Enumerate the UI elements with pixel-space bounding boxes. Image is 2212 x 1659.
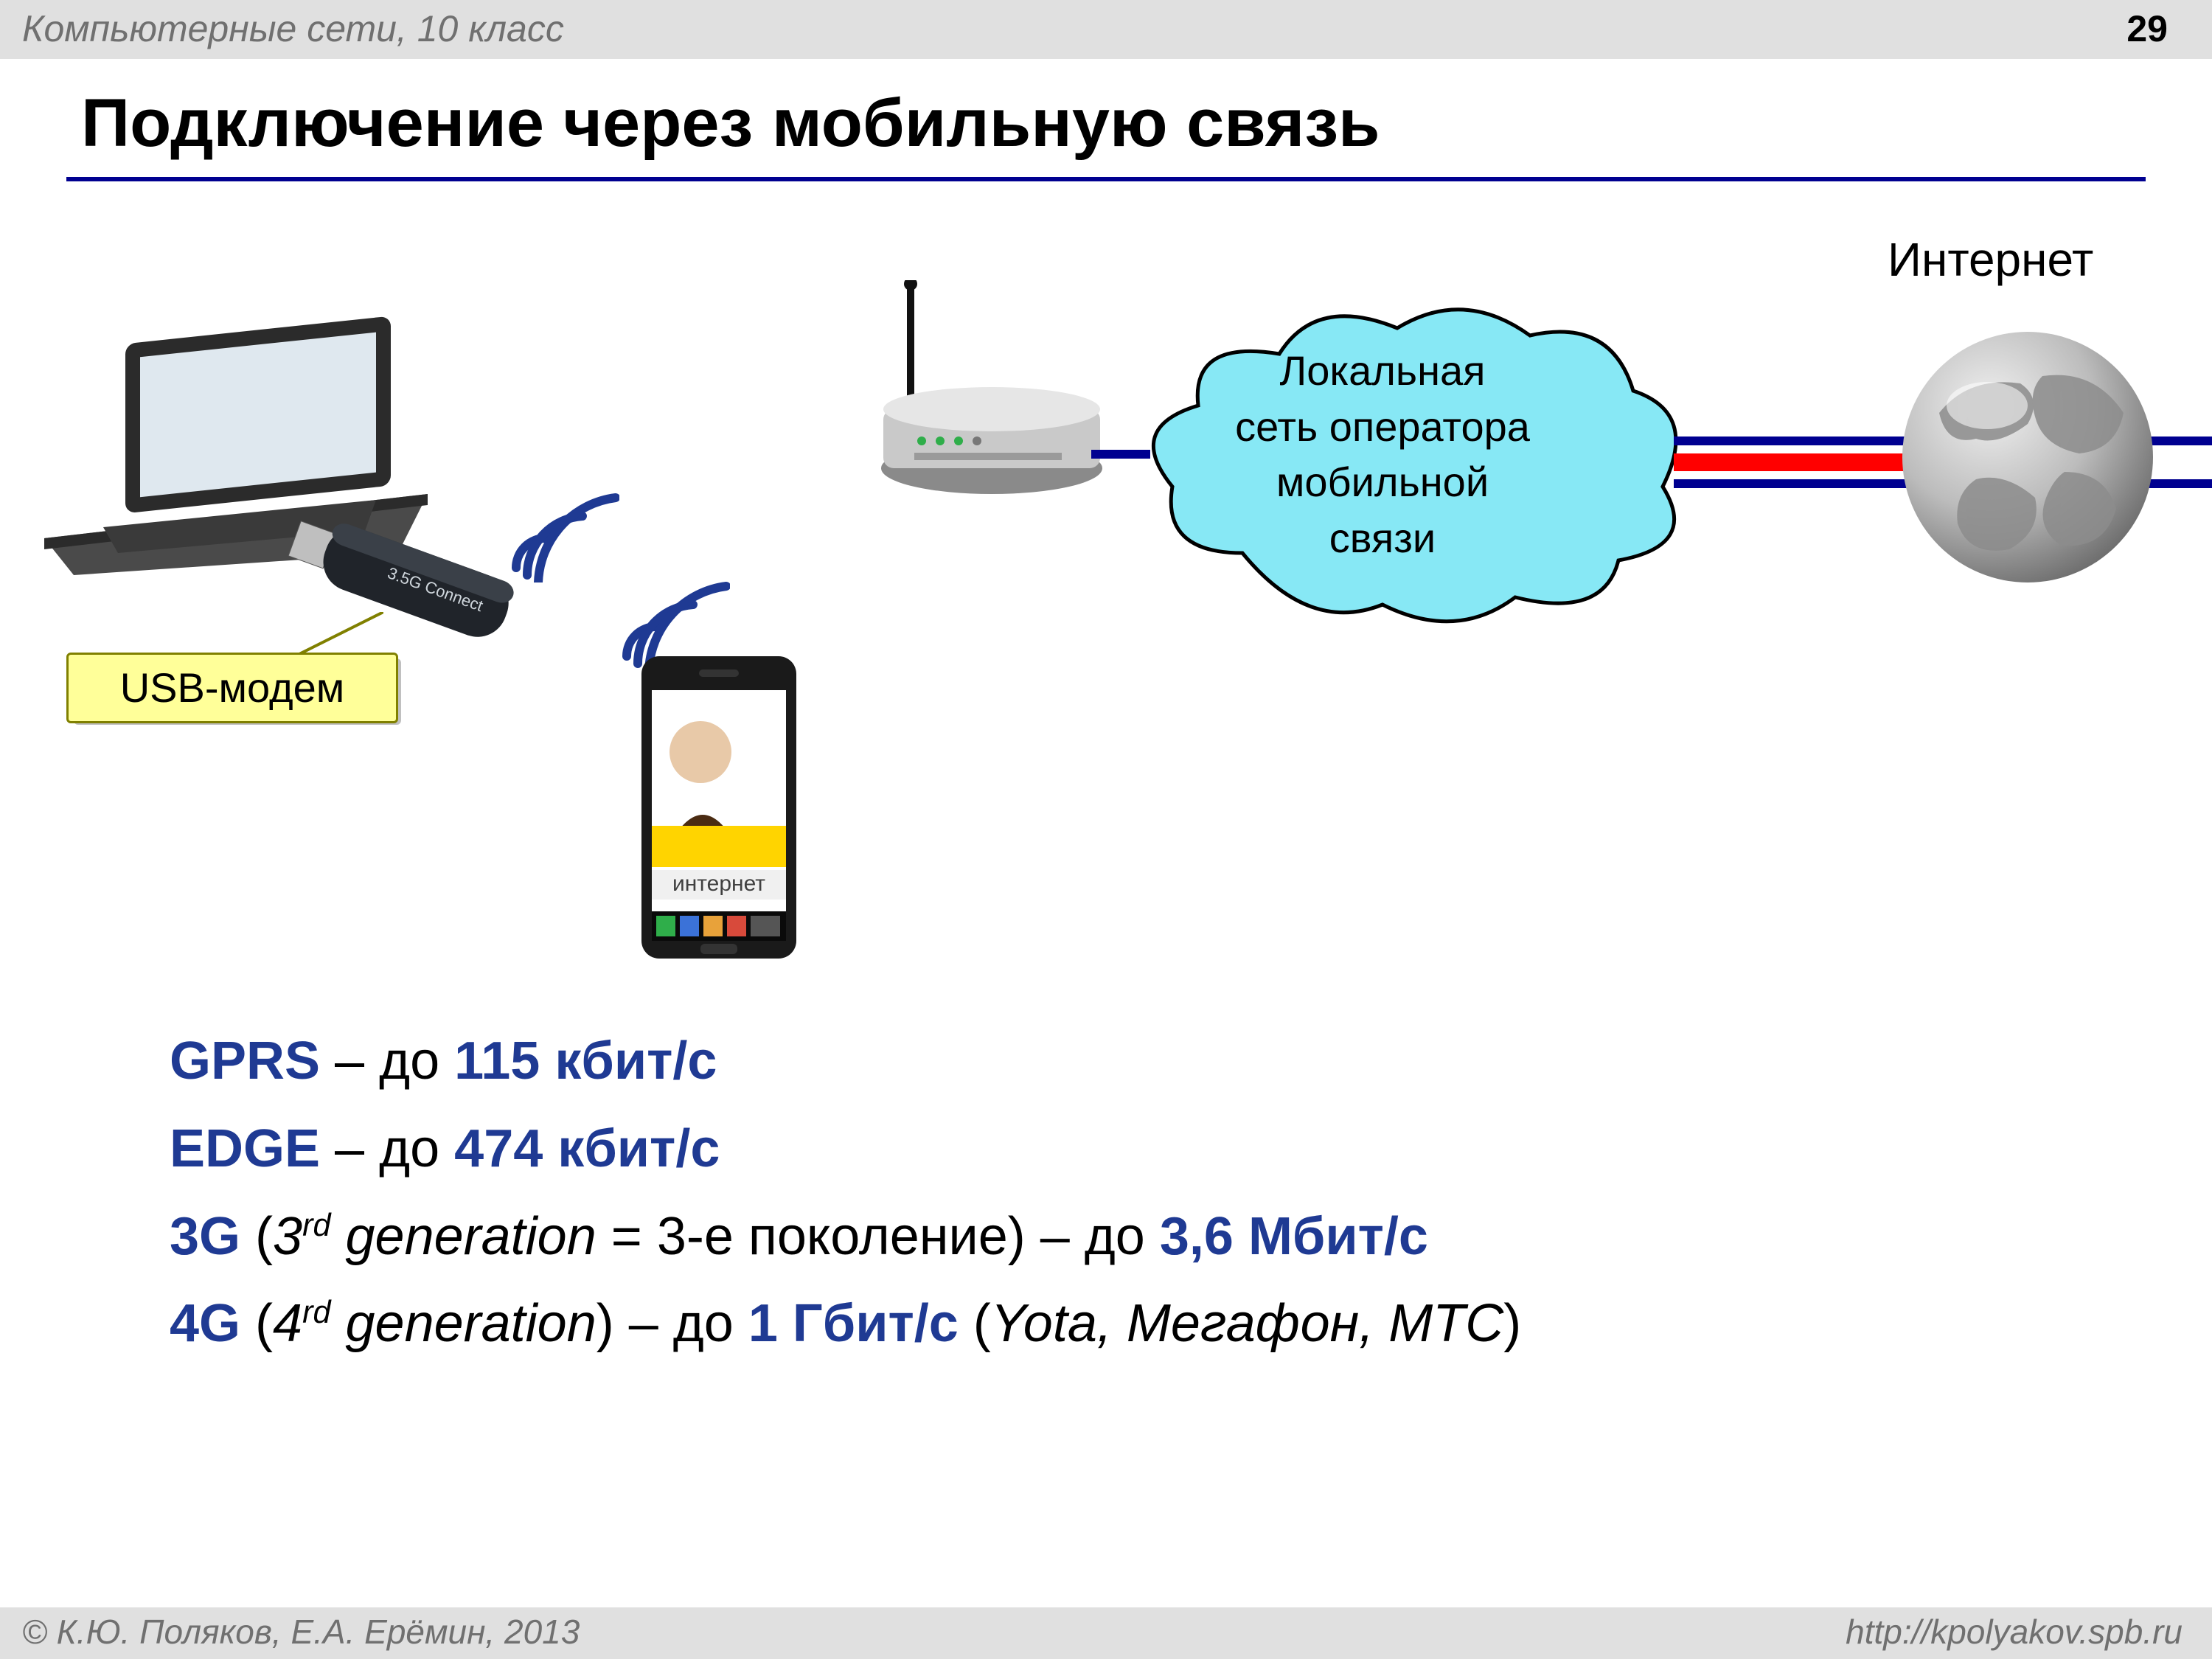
wireless-waves-icon [501,465,619,586]
slide-title: Подключение через мобильную связь [81,85,1380,162]
list-item: GPRS – до 115 кбит/с [170,1018,1521,1105]
usb-callout-pointer [295,612,383,656]
title-underline [66,177,2146,181]
slide-footer: © К.Ю. Поляков, Е.А. Ерёмин, 2013 http:/… [0,1607,2212,1659]
list-item: 4G (4rd generation) – до 1 Гбит/с (Yota,… [170,1280,1521,1368]
cloud-label: Локальная сеть оператора мобильной связи [1187,343,1578,566]
globe-icon [1895,324,2160,594]
speed-list: GPRS – до 115 кбит/с EDGE – до 474 кбит/… [170,1018,1521,1368]
footer-url: http://kpolyakov.spb.ru [1846,1612,2183,1652]
smartphone-icon: интернет [634,649,804,970]
usb-modem-label: USB-модем [66,653,398,723]
list-item: EDGE – до 474 кбит/с [170,1105,1521,1193]
header-subject: Компьютерные сети, 10 класс [22,7,564,50]
router-icon [870,280,1113,505]
phone-screen-label: интернет [672,872,765,896]
footer-copyright: © К.Ю. Поляков, Е.А. Ерёмин, 2013 [22,1612,580,1652]
list-item: 3G (3rd generation = 3-е поколение) – до… [170,1193,1521,1281]
slide-header: Компьютерные сети, 10 класс 29 [0,0,2212,59]
internet-label: Интернет [1888,232,2093,287]
header-page-number: 29 [2126,7,2168,50]
diagram: 3.5G Connect USB-модем [0,236,2212,973]
